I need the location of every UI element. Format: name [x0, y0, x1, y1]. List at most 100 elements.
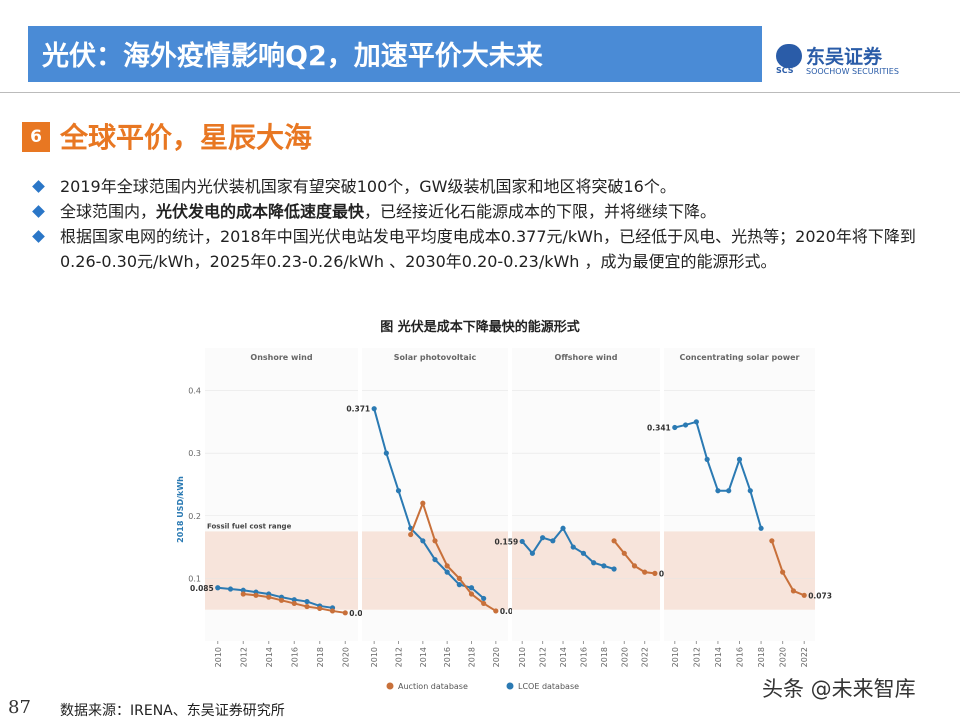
fossil-range	[664, 531, 815, 610]
x-tick-label: 2010	[518, 647, 527, 667]
point	[395, 488, 402, 494]
point	[704, 456, 710, 463]
bullet-text: ，已经接近化石能源成本的下限，并将继续下降。	[364, 202, 717, 221]
point	[790, 588, 797, 594]
x-tick-label: 2014	[419, 647, 428, 667]
point	[240, 591, 246, 597]
logo-icon	[776, 44, 802, 68]
point	[758, 525, 764, 531]
value-label: 0.341	[647, 423, 671, 432]
x-tick-label: 2014	[265, 647, 274, 667]
value-label: 0.045	[349, 609, 373, 618]
point	[227, 586, 234, 592]
panel-title: Offshore wind	[555, 353, 618, 362]
x-tick-label: 2020	[341, 647, 350, 667]
bullet-text: 全球范围内，	[60, 202, 157, 221]
point	[468, 585, 475, 591]
x-tick-label: 2020	[779, 647, 788, 667]
point	[580, 550, 587, 556]
panel-title: Solar photovoltaic	[394, 353, 477, 362]
logo-en: SOOCHOW SECURITIES	[806, 67, 899, 76]
point	[420, 500, 426, 506]
point	[481, 595, 487, 602]
point	[715, 488, 721, 494]
value-label: 0.048	[500, 607, 524, 616]
section-number: 6	[22, 122, 50, 152]
x-tick-label: 2010	[671, 647, 680, 667]
x-tick-label: 2014	[714, 647, 723, 667]
value-label: 0.371	[346, 405, 370, 414]
bullet-text: 根据国家电网的统计，2018年中国光伏电站发电平均度电成本0.377元/kWh，…	[60, 227, 916, 271]
point	[529, 550, 536, 556]
point	[342, 610, 348, 616]
page-number: 87	[8, 697, 31, 718]
legend-label: Auction database	[398, 682, 468, 691]
point	[444, 569, 450, 575]
point	[726, 488, 732, 494]
point	[652, 570, 658, 576]
bullet-bold: 光伏发电的成本降低速度最快	[156, 202, 365, 221]
logo-cn: 东吴证券	[806, 46, 883, 68]
x-tick-label: 2018	[468, 647, 477, 667]
legend-swatch	[386, 682, 394, 690]
point	[304, 598, 310, 605]
point	[304, 603, 310, 610]
value-label: 0.073	[808, 591, 832, 600]
x-tick-label: 2018	[316, 647, 325, 667]
panel-title: Concentrating solar power	[680, 353, 800, 362]
legend-label: LCOE database	[518, 682, 579, 691]
section-title: 全球平价，星辰大海	[60, 121, 313, 154]
x-tick-label: 2016	[290, 647, 299, 667]
point	[444, 563, 450, 569]
bullet: 根据国家电网的统计，2018年中国光伏电站发电平均度电成本0.377元/kWh，…	[30, 224, 930, 274]
bullet-list: 2019年全球范围内光伏装机国家有望突破100个，GW级装机国家和地区将突破16…	[30, 174, 930, 274]
point	[493, 608, 499, 614]
point	[591, 560, 597, 566]
point	[682, 422, 689, 428]
point	[519, 538, 525, 545]
point	[408, 531, 414, 538]
point	[642, 569, 648, 575]
point	[560, 525, 566, 531]
point	[215, 585, 221, 591]
annotation: Fossil fuel cost range	[207, 522, 292, 530]
legend-swatch	[506, 682, 514, 690]
point	[631, 563, 638, 569]
point	[570, 544, 576, 550]
point	[432, 538, 438, 544]
x-tick-label: 2010	[214, 647, 223, 667]
x-tick-label: 2020	[492, 647, 501, 667]
value-label: 0.159	[494, 537, 518, 546]
point	[736, 456, 743, 463]
x-tick-label: 2010	[370, 647, 379, 667]
point	[550, 538, 556, 544]
point	[540, 535, 546, 541]
point	[672, 424, 678, 431]
x-tick-label: 2018	[600, 647, 609, 667]
bullet: 2019年全球范围内光伏装机国家有望突破100个，GW级装机国家和地区将突破16…	[30, 174, 930, 199]
x-tick-label: 2016	[736, 647, 745, 667]
x-tick-label: 2012	[239, 647, 248, 667]
y-tick-label: 0.3	[188, 449, 201, 458]
series-line	[521, 526, 615, 570]
x-tick-label: 2022	[800, 647, 809, 667]
figure-title: 图 光伏是成本下降最快的能源形式	[380, 320, 580, 335]
point	[769, 538, 775, 544]
value-label: 0.085	[190, 584, 214, 593]
x-tick-label: 2016	[443, 647, 452, 667]
point	[291, 597, 297, 603]
point	[481, 600, 487, 607]
point	[611, 566, 617, 572]
point	[329, 608, 336, 614]
series-line	[770, 540, 805, 597]
panel-title: Onshore wind	[250, 353, 312, 362]
bullet: 全球范围内，光伏发电的成本降低速度最快，已经接近化石能源成本的下限，并将继续下降…	[30, 199, 930, 224]
x-tick-label: 2012	[692, 647, 701, 667]
series-line	[217, 586, 333, 609]
point	[432, 556, 438, 563]
x-tick-label: 2012	[395, 647, 404, 667]
x-tick-label: 2020	[620, 647, 629, 667]
point	[621, 550, 627, 556]
point	[456, 582, 462, 588]
